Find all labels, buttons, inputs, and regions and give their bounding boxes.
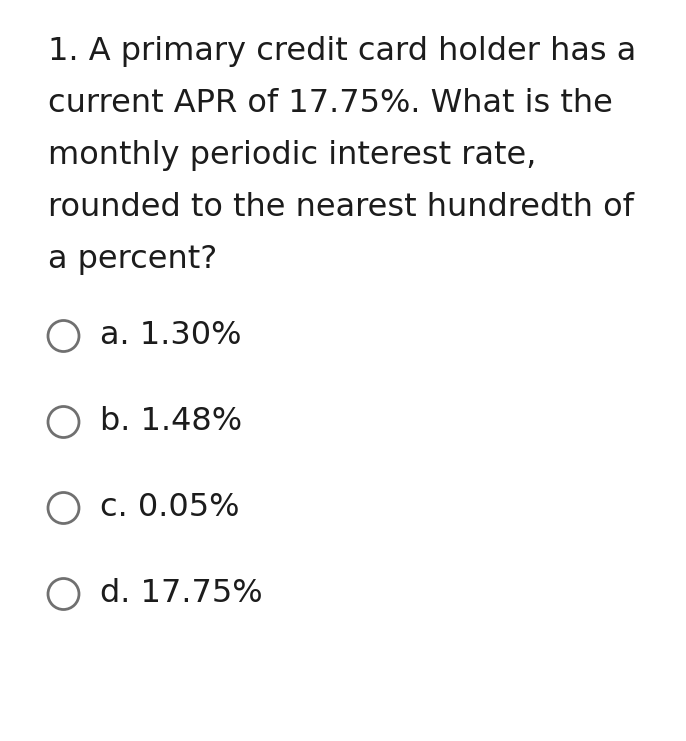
Text: 1. A primary credit card holder has a: 1. A primary credit card holder has a	[48, 36, 636, 67]
Text: a. 1.30%: a. 1.30%	[100, 321, 241, 351]
Text: d. 17.75%: d. 17.75%	[100, 579, 263, 610]
Text: c. 0.05%: c. 0.05%	[100, 493, 239, 523]
Text: current APR of 17.75%. What is the: current APR of 17.75%. What is the	[48, 88, 613, 119]
Text: a percent?: a percent?	[48, 244, 217, 275]
Text: rounded to the nearest hundredth of: rounded to the nearest hundredth of	[48, 192, 634, 223]
Text: b. 1.48%: b. 1.48%	[100, 407, 242, 437]
Text: monthly periodic interest rate,: monthly periodic interest rate,	[48, 140, 536, 171]
